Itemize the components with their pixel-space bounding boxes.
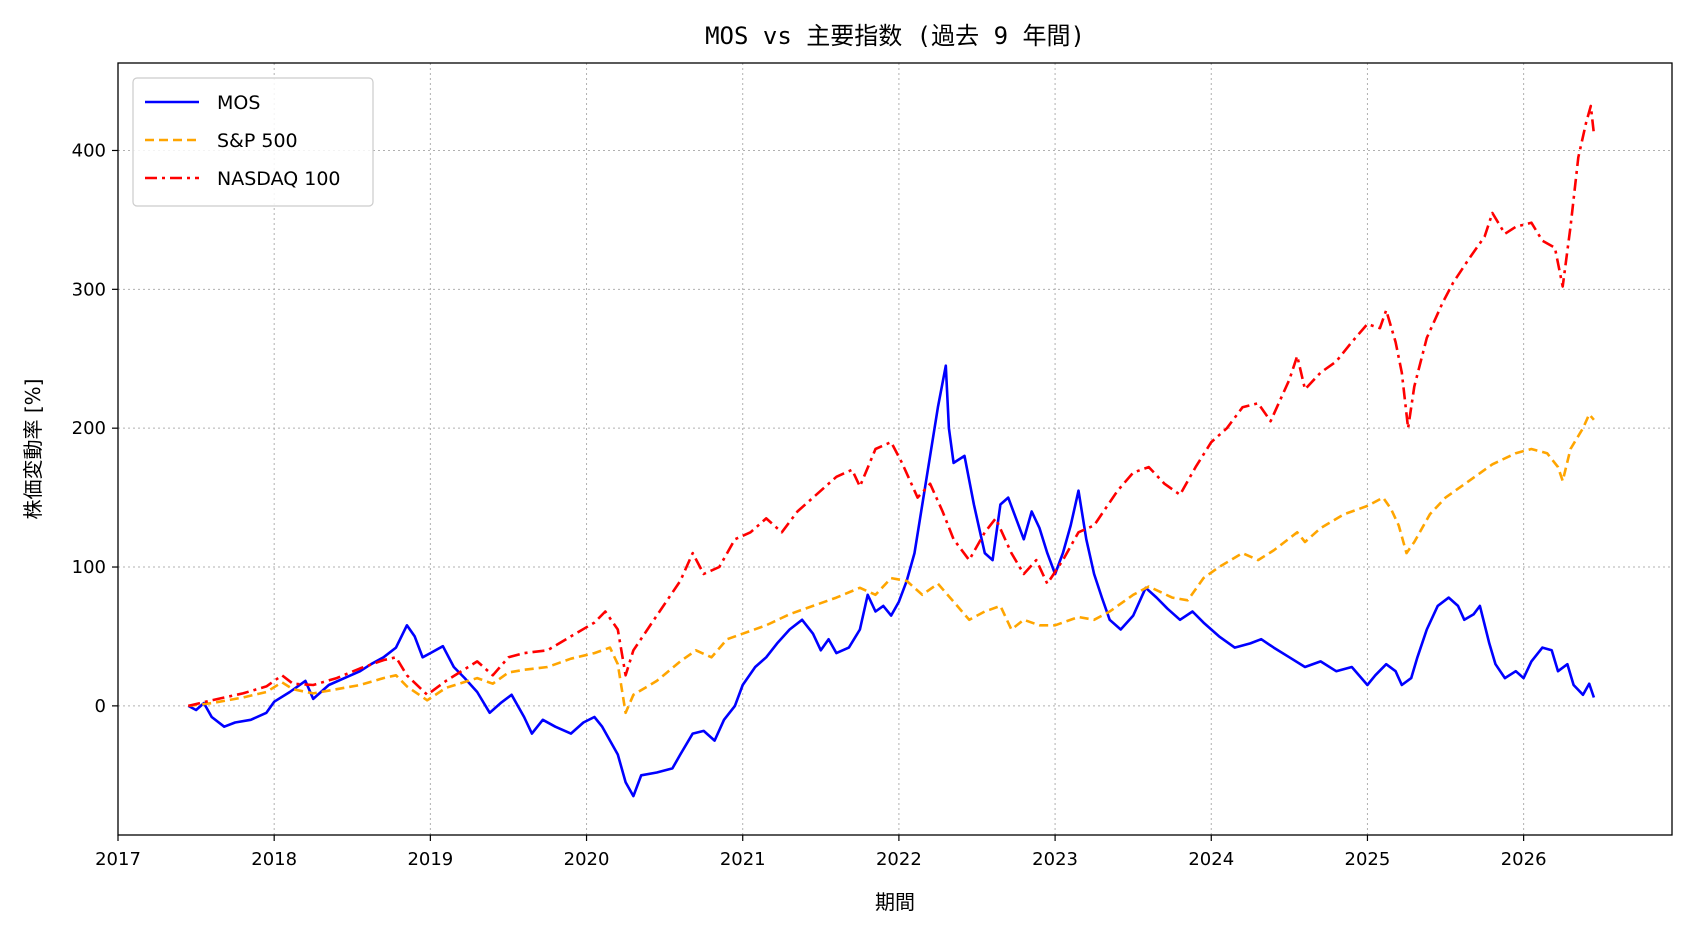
y-tick-label: 0 xyxy=(95,696,106,717)
y-tick-label: 300 xyxy=(72,279,106,300)
series-line-mos xyxy=(187,364,1596,798)
legend-label: MOS xyxy=(217,92,260,114)
series-line-nasdaq-100 xyxy=(187,104,1596,708)
grid-lines xyxy=(117,63,1672,835)
y-tick-label: 200 xyxy=(72,418,106,439)
x-tick-label: 2024 xyxy=(1188,849,1234,870)
legend: MOS S&P 500 NASDAQ 100 xyxy=(132,77,374,207)
x-tick-label: 2018 xyxy=(251,849,297,870)
series-lines xyxy=(187,104,1596,798)
x-tick-label: 2021 xyxy=(720,849,766,870)
y-axis-title: 株価変動率 [%] xyxy=(21,379,45,520)
legend-box xyxy=(132,77,374,207)
x-tick-label: 2020 xyxy=(564,849,610,870)
x-tick-label: 2022 xyxy=(876,849,922,870)
y-axis: 0 100 200 300 400 xyxy=(72,140,118,717)
x-tick-label: 2025 xyxy=(1345,849,1391,870)
x-tick-label: 2026 xyxy=(1501,849,1547,870)
x-axis: 2017 2018 2019 2020 2021 2022 2023 2024 2025 2026 xyxy=(95,835,1547,870)
y-tick-label: 100 xyxy=(72,557,106,578)
legend-label: NASDAQ 100 xyxy=(217,168,341,190)
x-tick-label: 2017 xyxy=(95,849,141,870)
x-tick-label: 2019 xyxy=(407,849,453,870)
plot-frame xyxy=(117,62,1673,836)
legend-label: S&P 500 xyxy=(217,130,298,152)
x-axis-title: 期間 xyxy=(875,890,915,914)
y-tick-label: 400 xyxy=(72,140,106,161)
series-line-s-p-500 xyxy=(188,413,1595,715)
x-tick-label: 2023 xyxy=(1032,849,1078,870)
chart-title: MOS vs 主要指数 (過去 9 年間) xyxy=(705,22,1085,50)
